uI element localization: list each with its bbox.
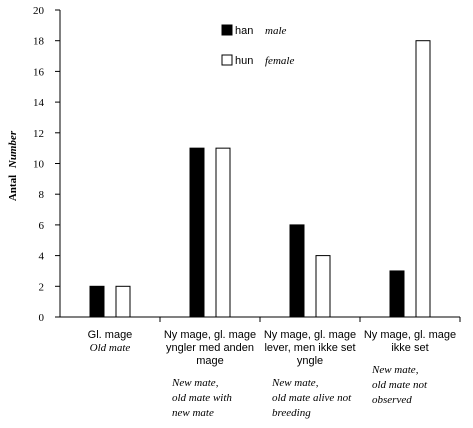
- y-axis-label-en: Number: [7, 130, 19, 169]
- legend-swatch-hun: [221, 54, 233, 66]
- bar-han-2: [289, 224, 305, 318]
- y-tick-label: 16: [33, 66, 45, 78]
- x-category-label: lever, men ikke set: [264, 342, 355, 354]
- x-category-label: yngle: [297, 355, 323, 367]
- y-tick-label: 4: [39, 251, 45, 263]
- x-category-label: Ny mage, gl. mage: [364, 329, 456, 341]
- legend-label-male: male: [265, 25, 287, 37]
- x-category-label-en: new mate: [172, 407, 214, 419]
- y-tick-label: 8: [39, 189, 45, 201]
- legend-label-han: han: [235, 25, 253, 37]
- y-axis-label: Antal Number: [7, 130, 19, 201]
- x-category-label: mage: [196, 355, 224, 367]
- bar-hun-1: [215, 147, 231, 318]
- x-category-label-en: New mate,: [271, 377, 319, 389]
- legend: han male hun female: [221, 24, 294, 67]
- bar-hun-3: [415, 40, 431, 318]
- x-category-label-en: Old mate: [90, 342, 131, 354]
- y-tick-label: 0: [39, 312, 45, 324]
- bar-hun-0: [115, 285, 131, 318]
- svg-text:Antal Number: Antal Number: [7, 130, 19, 201]
- x-category-label-en: old mate with: [172, 392, 232, 404]
- bar-hun-2: [315, 255, 331, 318]
- y-tick-label: 6: [39, 220, 45, 232]
- bar-han-0: [89, 285, 105, 318]
- x-category-label-en: breeding: [272, 407, 311, 419]
- legend-label-hun: hun: [235, 55, 253, 67]
- x-category-label: Ny mage, gl. mage: [264, 329, 356, 341]
- legend-swatch-han: [221, 24, 233, 36]
- x-category-label-en: observed: [372, 394, 412, 406]
- x-category-label: Gl. mage: [88, 329, 133, 341]
- x-category-label-en: New mate,: [371, 364, 419, 376]
- y-tick-label: 10: [33, 159, 45, 171]
- x-category-label: yngler med anden: [166, 342, 254, 354]
- x-category-label-en: old mate not: [372, 379, 428, 391]
- y-tick-label: 20: [33, 5, 45, 17]
- x-category-label: Ny mage, gl. mage: [164, 329, 256, 341]
- x-category-label-en: New mate,: [171, 377, 219, 389]
- legend-label-female: female: [265, 55, 294, 67]
- bar-han-3: [389, 270, 405, 318]
- y-tick-label: 18: [33, 36, 45, 48]
- x-category-label-en: old mate alive not: [272, 392, 352, 404]
- y-tick-label: 2: [39, 281, 45, 293]
- y-axis-label-da: Antal: [7, 175, 19, 201]
- y-tick-label: 14: [33, 97, 45, 109]
- bar-han-1: [189, 147, 205, 318]
- y-tick-label: 12: [33, 128, 44, 140]
- bars: [89, 40, 431, 318]
- x-category-label: ikke set: [391, 342, 428, 354]
- y-ticks: 0 2 4 6 8 10 12 14 16 18 20: [33, 5, 60, 324]
